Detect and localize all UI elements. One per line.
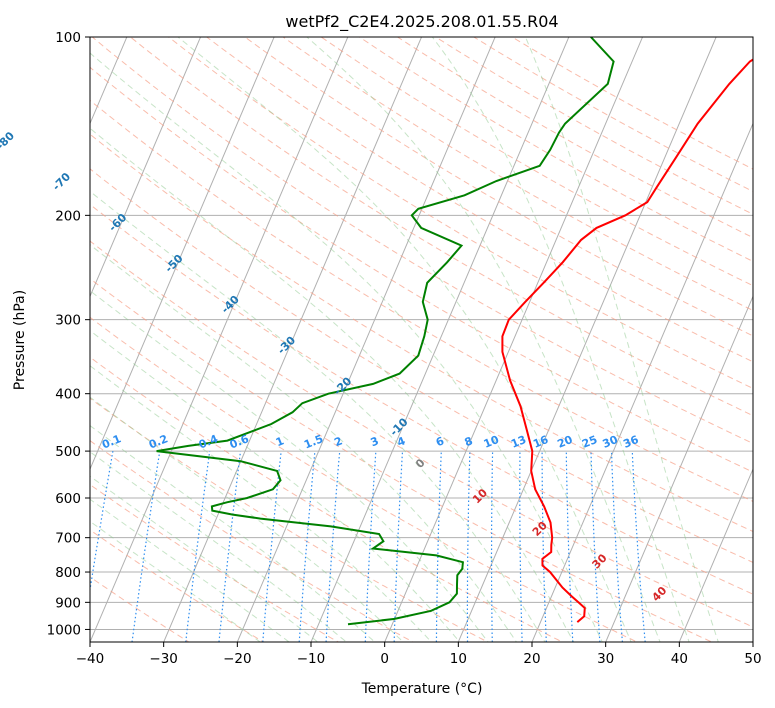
moist-adiabat: [90, 365, 433, 642]
x-tick-label: 40: [671, 651, 688, 667]
mixing-ratio-line: [631, 451, 646, 642]
mixing-ratio-line: [185, 451, 211, 642]
isotherm-line: [90, 37, 275, 471]
dry-adiabat: [90, 66, 753, 473]
dry-adiabat: [90, 316, 639, 642]
chart-title: wetPf2_C2E4.2025.208.01.55.R04: [285, 12, 558, 32]
moist-adiabat: [90, 475, 319, 642]
isotherm-line: [90, 37, 349, 642]
mixing-ratio-label: 36: [621, 433, 640, 451]
mixing-ratio-line: [466, 451, 471, 642]
plot-lines: [90, 37, 753, 642]
mixing-ratio-line: [298, 451, 316, 642]
isotherm-line: [236, 37, 496, 642]
y-tick-label: 1000: [47, 622, 81, 638]
x-tick-label: 50: [744, 651, 761, 667]
isotherm-line: [310, 37, 570, 642]
y-tick-label: 400: [55, 387, 81, 403]
moist-adiabat: [90, 52, 603, 642]
dewpoint-profile: [156, 37, 615, 626]
moist-adiabat: [431, 37, 690, 642]
dry-adiabat: [90, 483, 340, 642]
plot-area: 0.10.20.40.611.52346810131620253036-100-…: [0, 30, 762, 667]
isotherm-line: [90, 37, 202, 298]
x-axis-label: Temperature (°C): [361, 681, 483, 697]
dry-adiabat: [244, 37, 753, 337]
isotherm-line: [457, 37, 717, 642]
moist-adiabat: [90, 498, 290, 642]
temperature-profile: [501, 58, 753, 623]
moist-adiabat: [90, 244, 518, 642]
y-tick-label: 900: [55, 595, 81, 611]
mixing-ratio-label: 8: [463, 434, 475, 449]
mixing-ratio-label: 30: [601, 433, 620, 451]
mixing-ratio-line: [325, 451, 341, 642]
moist-adiabat: [90, 451, 348, 642]
y-tick-label: 800: [55, 565, 81, 581]
y-tick-label: 600: [55, 491, 81, 507]
mixing-ratio-line: [131, 451, 161, 642]
mixing-ratio-label: 2: [332, 434, 344, 449]
y-tick-label: 500: [55, 444, 81, 460]
moist-adiabat: [524, 37, 719, 642]
mixing-ratio-line: [565, 451, 574, 642]
mixing-ratio-line: [435, 451, 442, 642]
x-tick-label: −40: [76, 651, 105, 667]
mixing-ratio-line: [541, 451, 547, 642]
x-tick-label: −10: [297, 651, 326, 667]
mixing-ratio-line: [590, 451, 601, 642]
moist-adiabat: [90, 127, 575, 642]
y-tick-label: 700: [55, 531, 81, 547]
moist-adiabat: [90, 190, 546, 642]
dry-adiabat: [90, 529, 265, 642]
isotherm-line: [605, 295, 753, 642]
dry-adiabat: [90, 356, 564, 642]
mixing-ratio-line: [364, 451, 377, 642]
x-tick-label: 0: [380, 651, 389, 667]
dry-adiabat: [91, 37, 753, 445]
mixing-ratio-line: [519, 451, 523, 642]
moist-adiabat: [306, 37, 661, 642]
y-tick-label: 200: [55, 208, 81, 224]
moist-adiabat: [90, 424, 376, 642]
mixing-ratio-label: 13: [509, 433, 528, 451]
mixing-ratio-label: 1: [274, 434, 286, 449]
moist-adiabat: [90, 290, 489, 642]
dry-adiabat: [90, 168, 753, 563]
y-axis-label: Pressure (hPa): [12, 290, 28, 390]
mixing-ratio-line: [262, 451, 282, 642]
moist-adiabat: [90, 329, 461, 642]
mixing-ratio-line: [218, 451, 242, 642]
dry-adiabat: [167, 37, 753, 389]
x-tick-label: 10: [450, 651, 467, 667]
isotherm-line: [384, 37, 644, 642]
x-tick-label: −30: [149, 651, 178, 667]
mixing-ratio-label: 10: [482, 433, 501, 451]
x-tick-label: 20: [523, 651, 540, 667]
moist-adiabat: [90, 396, 404, 642]
mixing-ratio-label: 16: [531, 433, 550, 451]
isotherm-line: [678, 467, 753, 642]
plot-frame: [89, 36, 754, 643]
mixing-ratio-line: [393, 451, 404, 642]
y-tick-label: 300: [55, 313, 81, 329]
x-tick-label: −20: [223, 651, 252, 667]
dry-adiabat: [90, 278, 713, 642]
mixing-ratio-line: [490, 451, 494, 642]
isotherm-line: [90, 37, 128, 125]
mixing-ratio-label: 3: [369, 434, 381, 449]
y-tick-label: 100: [55, 30, 81, 46]
dry-adiabat: [282, 37, 753, 312]
x-tick-label: 30: [597, 651, 614, 667]
mixing-ratio-line: [610, 451, 624, 642]
isotherm-line: [531, 122, 753, 642]
moist-adiabat: [90, 520, 262, 642]
dry-adiabat: [90, 203, 753, 595]
isotherm-line: [163, 37, 423, 642]
mixing-ratio-label: 25: [580, 433, 599, 451]
mixing-ratio-label: 20: [555, 433, 574, 451]
